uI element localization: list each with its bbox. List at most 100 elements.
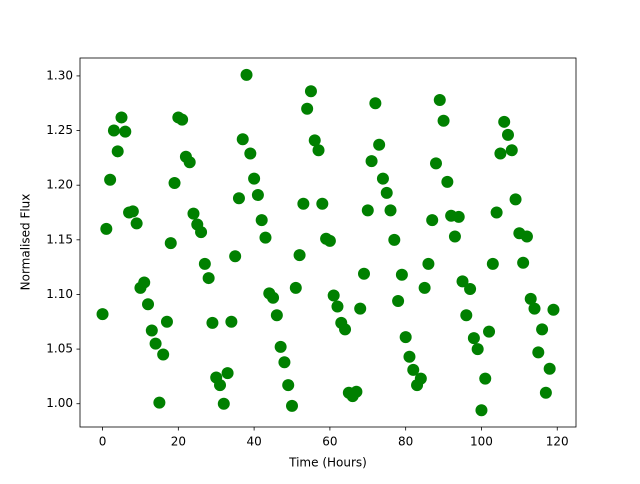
x-tick-label: 20 — [171, 435, 186, 449]
point — [168, 177, 181, 190]
point — [456, 275, 469, 288]
point — [304, 85, 317, 98]
point — [149, 337, 162, 350]
point — [221, 367, 234, 380]
point — [142, 298, 155, 311]
point — [217, 397, 230, 410]
point — [547, 303, 560, 316]
x-tick-label: 40 — [246, 435, 261, 449]
point — [255, 214, 268, 227]
point — [365, 155, 378, 168]
point — [278, 356, 291, 369]
point — [331, 300, 344, 313]
point — [157, 348, 170, 361]
point — [316, 197, 329, 210]
point — [195, 226, 208, 239]
point — [467, 332, 480, 345]
point — [517, 256, 530, 269]
point — [232, 192, 245, 205]
point — [460, 309, 473, 322]
y-tick-label: 1.30 — [46, 68, 73, 82]
point — [339, 323, 352, 336]
plot-frame — [79, 57, 577, 428]
point — [198, 257, 211, 270]
point — [464, 282, 477, 295]
point — [437, 114, 450, 127]
point — [244, 147, 257, 160]
x-axis-label: Time (Hours) — [288, 456, 367, 470]
point — [107, 124, 120, 137]
point — [524, 292, 537, 305]
point — [357, 267, 370, 280]
point — [505, 144, 518, 157]
point — [236, 133, 249, 146]
point — [494, 147, 507, 160]
point — [206, 316, 219, 329]
point — [251, 189, 264, 202]
point — [270, 309, 283, 322]
point — [418, 281, 431, 294]
point — [536, 323, 549, 336]
point — [297, 197, 310, 210]
point — [380, 186, 393, 199]
point — [293, 249, 306, 262]
point — [176, 113, 189, 126]
y-tick-label: 1.15 — [46, 232, 73, 246]
point — [267, 291, 280, 304]
x-tick-label: 100 — [470, 435, 493, 449]
point — [130, 217, 143, 230]
point — [403, 350, 416, 363]
point — [164, 237, 177, 250]
point — [376, 172, 389, 185]
point — [407, 363, 420, 376]
point — [448, 230, 461, 243]
point — [100, 222, 113, 235]
point — [483, 325, 496, 338]
y-tick-label: 1.25 — [46, 123, 73, 137]
point — [399, 331, 412, 344]
point — [183, 156, 196, 169]
point — [426, 214, 439, 227]
point — [509, 193, 522, 206]
point — [369, 97, 382, 110]
point — [388, 233, 401, 246]
point — [361, 204, 374, 217]
point — [301, 102, 314, 115]
point — [350, 385, 363, 398]
point — [229, 250, 242, 263]
point — [441, 175, 454, 188]
y-tick-label: 1.20 — [46, 178, 73, 192]
point — [286, 399, 299, 412]
point — [422, 257, 435, 270]
point — [274, 340, 287, 353]
point — [240, 68, 253, 81]
point — [312, 144, 325, 157]
point — [429, 157, 442, 170]
point — [498, 115, 511, 128]
point — [225, 315, 238, 328]
point — [384, 204, 397, 217]
point — [126, 205, 139, 218]
point — [96, 308, 109, 321]
point — [214, 379, 227, 392]
point — [490, 206, 503, 219]
point — [501, 128, 514, 141]
point — [392, 295, 405, 308]
point — [111, 145, 124, 158]
y-axis-label: Normalised Flux — [19, 194, 33, 291]
point — [115, 111, 128, 124]
point — [433, 93, 446, 106]
point — [539, 386, 552, 399]
y-tick-label: 1.00 — [46, 396, 73, 410]
x-tick-label: 60 — [322, 435, 337, 449]
point — [119, 125, 132, 138]
point — [479, 372, 492, 385]
point — [282, 379, 295, 392]
point — [528, 302, 541, 315]
x-tick-label: 0 — [99, 435, 107, 449]
point — [471, 343, 484, 356]
point — [202, 272, 215, 285]
y-tick-label: 1.10 — [46, 287, 73, 301]
point — [452, 210, 465, 223]
